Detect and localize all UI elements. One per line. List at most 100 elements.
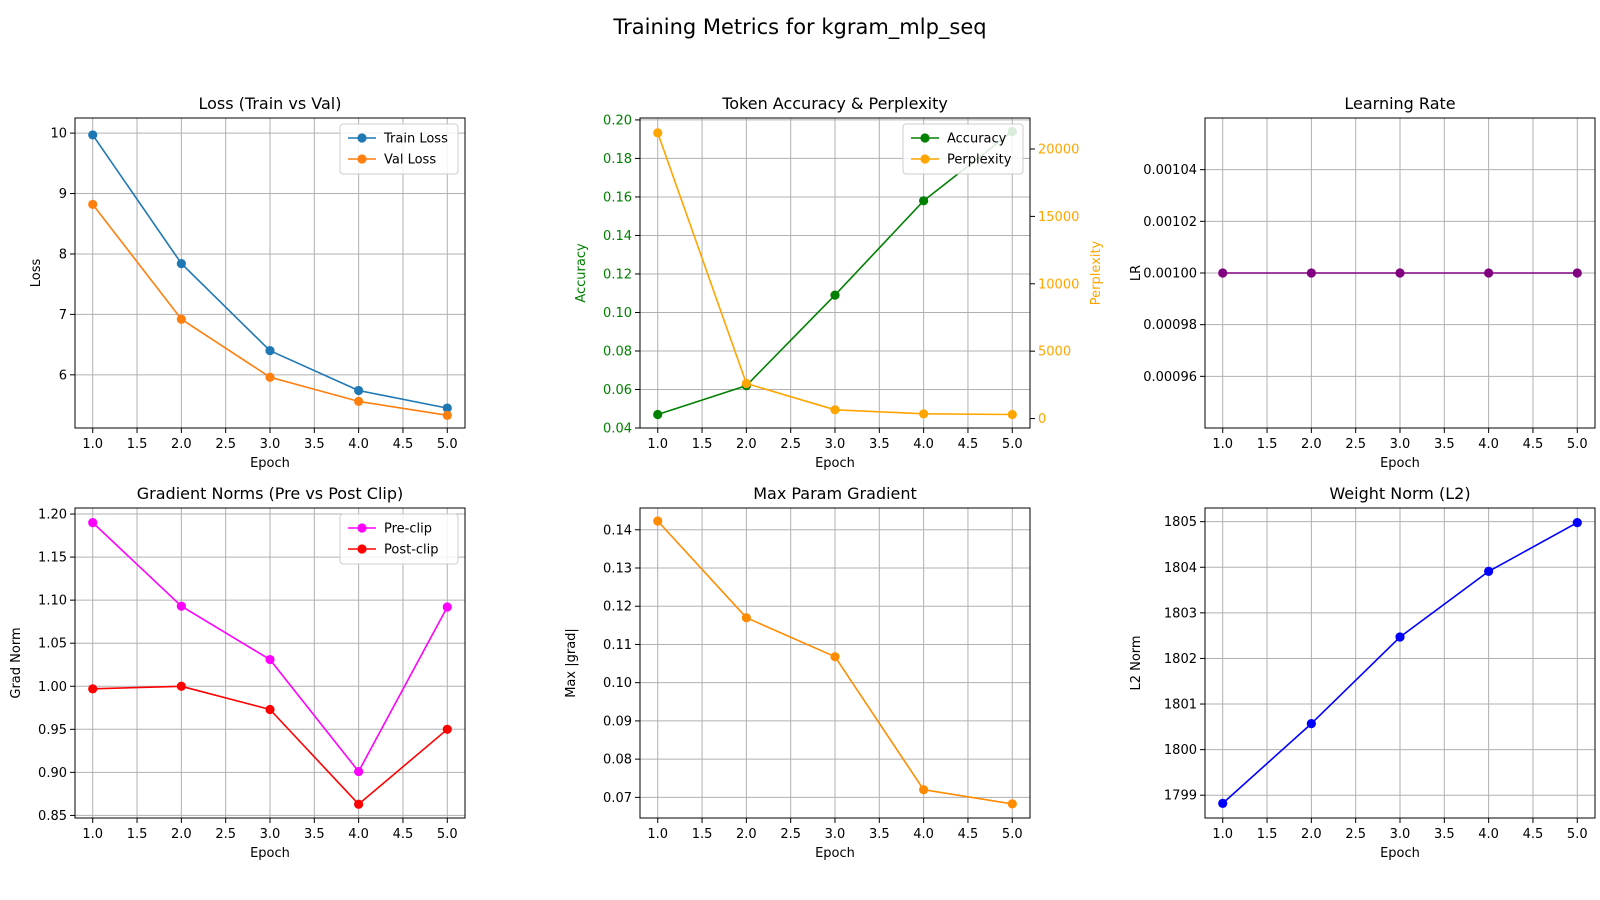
legend-marker [920,154,930,164]
y-tick-label: 6 [59,368,67,383]
x-tick-label: 3.5 [1434,827,1455,842]
x-tick-label: 5.0 [1567,827,1588,842]
data-point [354,396,364,407]
x-tick-label: 5.0 [1002,437,1023,452]
chart-title: Loss (Train vs Val) [199,94,342,113]
plot-frame [639,117,1031,429]
x-tick-label: 3.0 [260,437,281,452]
data-point [1218,268,1228,278]
legend: Accuracy Perplexity [902,123,1024,175]
x-tick-label: 1.5 [692,827,713,842]
y-axis-label: LR [1129,265,1144,281]
x-tick-label: 2.5 [780,437,801,452]
data-point [1306,268,1316,278]
y-right-axis-label: Perplexity [1089,240,1104,305]
data-point [442,602,452,612]
data-point [919,196,929,206]
data-point [741,378,751,389]
x-tick-label: 3.5 [869,827,890,842]
x-tick-label: 2.0 [736,827,757,842]
y-tick-label: 0.20 [603,113,632,128]
x-tick-label: 1.5 [127,827,148,842]
chart-panel-5: 1.0 1.5 2.0 2.5 3.0 3.5 4.0 4.5 5.0 0.07 0.08 0.09 0… [564,484,1031,861]
y-tick-label: 0.95 [38,723,67,738]
chart-panel-4: 1.0 1.5 2.0 2.5 3.0 3.5 4.0 4.5 5.0 0.85 0.90 0.95 1… [9,484,466,861]
data-point [653,128,663,138]
x-tick-label: 1.0 [82,437,103,452]
x-tick-label: 2.0 [171,827,192,842]
legend-marker [920,133,930,143]
legend-label: Train Loss [383,132,448,147]
x-tick-label: 1.5 [1257,437,1278,452]
x-tick-label: 5.0 [1567,437,1588,452]
y-tick-label: 0.12 [603,600,632,615]
y-tick-label: 0.00100 [1143,267,1197,282]
x-tick-label: 3.5 [1434,437,1455,452]
x-tick-label: 1.5 [692,437,713,452]
data-point [741,613,751,623]
x-tick-label: 1.0 [647,437,668,452]
data-point [1572,517,1582,528]
data-point [88,518,98,528]
x-axis-label: Epoch [1380,456,1420,471]
x-tick-label: 4.0 [913,827,934,842]
chart-title: Weight Norm (L2) [1329,484,1470,503]
data-point [1395,268,1405,278]
y-tick-label: 1805 [1164,515,1197,530]
data-point [442,410,452,420]
legend-label: Post-clip [384,543,439,558]
x-tick-label: 1.0 [1212,437,1233,452]
y-tick-label: 9 [59,187,67,202]
x-axis-label: Epoch [815,456,855,471]
y-tick-label: 0.18 [603,152,632,167]
legend-label: Accuracy [947,132,1007,147]
data-point [176,259,186,269]
y-axis-label: L2 Norm [1129,635,1144,690]
x-tick-label: 2.0 [1301,437,1322,452]
y-tick-label: 1804 [1164,561,1197,576]
legend-box [902,123,1024,175]
y-tick-label: 0.90 [38,766,67,781]
y-tick-label: 1.05 [38,637,67,652]
chart-title: Max Param Gradient [753,484,917,503]
x-tick-label: 4.5 [958,437,979,452]
x-axis-label: Epoch [815,846,855,861]
plot-frame [639,507,1031,819]
x-tick-label: 3.5 [304,827,325,842]
x-tick-label: 4.5 [1523,827,1544,842]
x-tick-label: 5.0 [437,437,458,452]
data-point [919,409,929,419]
y-axis-label: Loss [29,259,44,288]
x-axis-label: Epoch [250,456,290,471]
data-point [830,652,840,662]
x-axis-label: Epoch [1380,846,1420,861]
y-tick-label: 1802 [1164,652,1197,667]
x-tick-label: 4.5 [393,827,414,842]
chart-title: Gradient Norms (Pre vs Post Clip) [137,484,403,503]
y-tick-label: 0.00096 [1143,370,1197,385]
data-point [653,409,663,420]
x-tick-label: 3.0 [825,827,846,842]
x-tick-label: 3.0 [825,437,846,452]
data-point [830,290,840,300]
data-point [354,766,364,777]
x-tick-label: 1.5 [127,437,148,452]
y-axis-label: Accuracy [574,243,589,303]
plot-frame [74,507,466,819]
y-right-tick-label: 5000 [1038,345,1071,360]
data-point [1572,268,1582,278]
legend-box [339,513,459,565]
y-tick-label: 1799 [1164,789,1197,804]
data-point [354,385,364,396]
y-axis-label: Grad Norm [9,627,24,698]
x-tick-label: 5.0 [437,827,458,842]
data-point [1218,798,1228,809]
legend: Pre-clip Post-clip [339,513,459,565]
y-tick-label: 0.10 [603,676,632,691]
x-tick-label: 2.5 [215,437,236,452]
x-tick-label: 3.5 [304,437,325,452]
x-tick-label: 1.5 [1257,827,1278,842]
y-tick-label: 0.04 [603,422,632,437]
x-tick-label: 1.0 [82,827,103,842]
